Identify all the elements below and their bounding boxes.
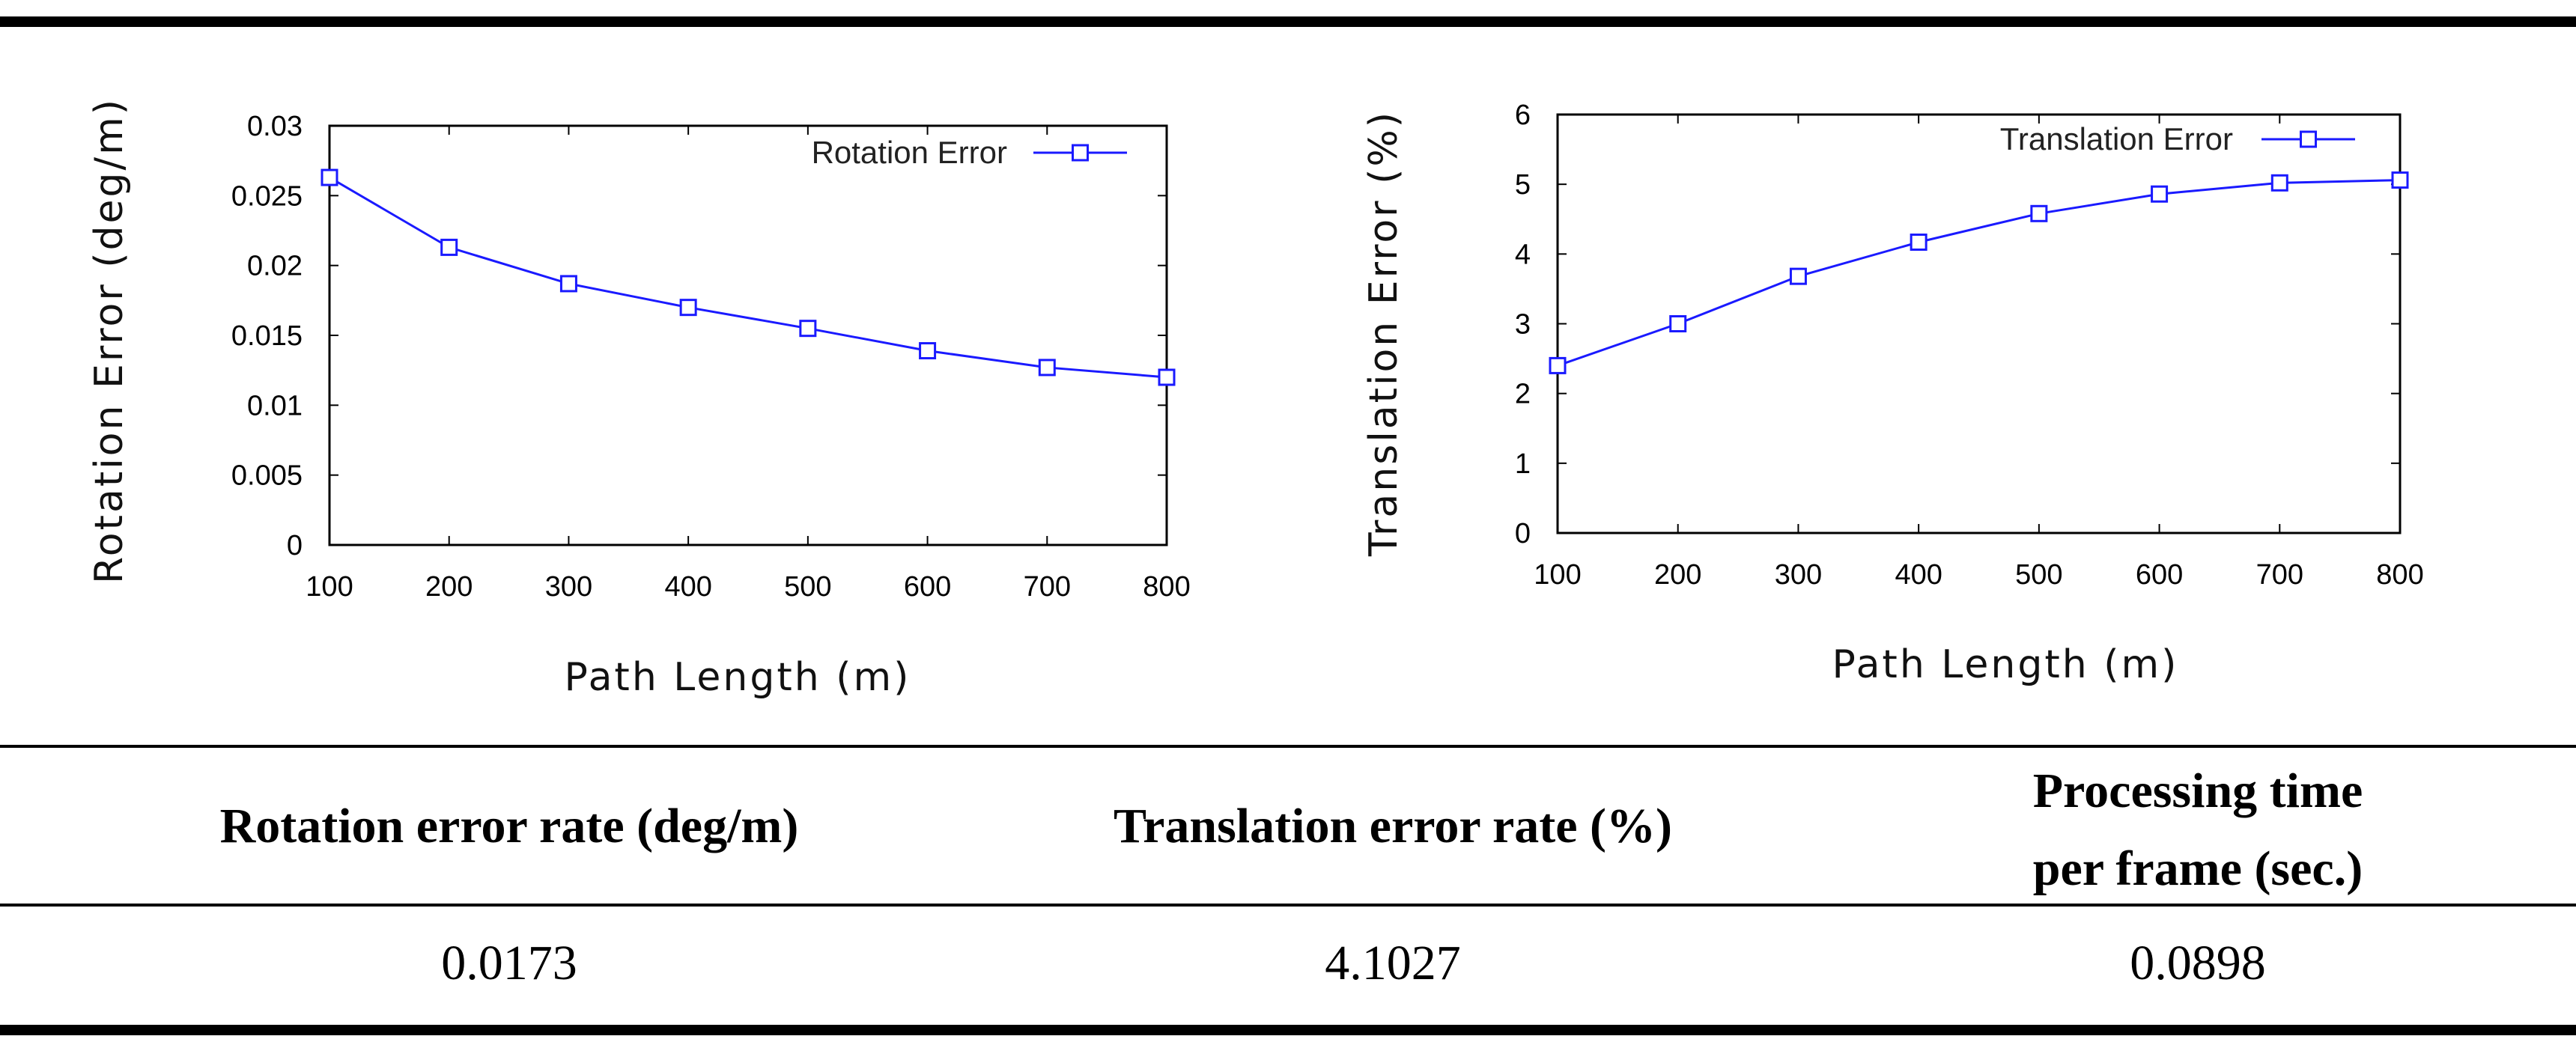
x-tick-label: 800 <box>2376 559 2423 591</box>
y-tick-label: 4 <box>1515 239 1531 270</box>
x-tick-label: 100 <box>1534 559 1581 591</box>
data-point <box>1549 356 1567 374</box>
header-processing-time-line1: Processing time <box>2032 764 2363 818</box>
x-tick-label: 600 <box>2136 559 2183 591</box>
x-tick-label: 500 <box>784 571 831 603</box>
table-bottom-rule <box>0 1025 2576 1035</box>
data-point <box>2030 204 2048 222</box>
x-tick-label: 400 <box>1895 559 1942 591</box>
rotation-error-chart: 0 0.005 0.01 0.015 0.02 0.025 0.03 100 200 300 400… <box>87 97 1191 700</box>
y-tick-label: 0.005 <box>231 460 303 492</box>
y-tick-label: 0.025 <box>231 180 303 212</box>
value-translation-error-rate: 4.1027 <box>1325 936 1461 990</box>
data-point <box>2391 171 2409 189</box>
y-tick-label: 0 <box>287 530 303 561</box>
header-processing-time-line2: per frame (sec.) <box>2032 841 2363 896</box>
x-tick-label: 800 <box>1143 571 1190 603</box>
table-header-top-rule <box>0 745 2576 748</box>
data-point <box>1910 233 1928 251</box>
data-point <box>2270 174 2288 192</box>
legend-label: Translation Error <box>2000 121 2233 156</box>
x-tick-label: 200 <box>1654 559 1701 591</box>
data-point <box>1158 368 1176 386</box>
y-tick-label: 0.015 <box>231 320 303 352</box>
data-point <box>799 320 817 338</box>
x-tick-label: 600 <box>904 571 951 603</box>
y-tick-label: 3 <box>1515 309 1531 341</box>
table-header-bottom-rule <box>0 904 2576 907</box>
legend-marker <box>2300 130 2317 148</box>
legend-marker <box>1072 144 1089 162</box>
series-line <box>1557 179 2401 367</box>
y-tick-label: 1 <box>1515 448 1531 480</box>
data-point <box>1038 359 1056 377</box>
y-tick-label: 5 <box>1515 169 1531 201</box>
x-tick-label: 100 <box>306 571 353 603</box>
data-point <box>1789 267 1807 285</box>
x-axis-title: Path Length (m) <box>1832 642 2179 687</box>
data-point <box>919 342 937 360</box>
data-point <box>2151 185 2169 203</box>
y-tick-label: 6 <box>1515 100 1531 131</box>
data-point <box>1669 315 1687 332</box>
header-processing-time: Processing time per frame (sec.) <box>1917 752 2479 908</box>
y-tick-label: 0.03 <box>247 111 303 142</box>
x-tick-label: 300 <box>1775 559 1822 591</box>
value-rotation-error-rate: 0.0173 <box>441 936 577 990</box>
x-tick-label: 700 <box>1024 571 1071 603</box>
y-tick-label: 0 <box>1515 518 1531 549</box>
data-point <box>440 238 458 256</box>
x-tick-label: 200 <box>425 571 473 603</box>
series-line <box>329 176 1167 379</box>
y-tick-label: 2 <box>1515 379 1531 410</box>
y-tick-label: 0.02 <box>247 251 303 282</box>
x-axis-title: Path Length (m) <box>565 655 911 700</box>
y-tick-label: 0.01 <box>247 390 303 421</box>
y-axis-title: Rotation Error (deg/m) <box>87 97 132 584</box>
header-rotation-error-rate: Rotation error rate (deg/m) <box>219 799 799 853</box>
x-tick-label: 700 <box>2256 559 2303 591</box>
table-top-rule <box>0 16 2576 27</box>
x-tick-label: 400 <box>664 571 711 603</box>
y-axis-title: Translation Error (%) <box>1361 110 1406 557</box>
translation-error-chart: 0 1 2 3 4 5 6 100 200 300 400 500 600 700 800 Path Leng… <box>1361 100 2424 687</box>
data-point <box>679 299 697 317</box>
data-point <box>321 168 338 186</box>
x-tick-label: 500 <box>2015 559 2062 591</box>
value-processing-time: 0.0898 <box>2130 936 2266 990</box>
header-translation-error-rate: Translation error rate (%) <box>1114 799 1672 853</box>
plot-frame <box>328 124 1168 546</box>
x-tick-label: 300 <box>545 571 592 603</box>
legend-label: Rotation Error <box>812 135 1007 170</box>
data-point <box>559 275 577 293</box>
